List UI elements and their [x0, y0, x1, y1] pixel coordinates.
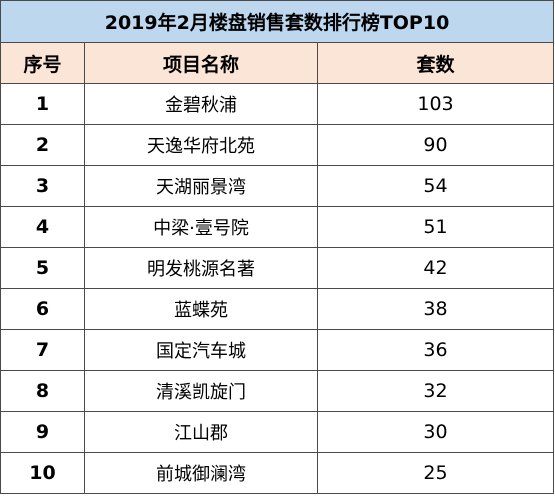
- project-cell: 中梁·壹号院: [84, 205, 318, 248]
- sets-cell: 38: [316, 287, 555, 330]
- project-cell: 前城御澜湾: [84, 451, 318, 495]
- table-row: 6 蓝蝶苑 38: [0, 287, 555, 330]
- project-cell: 金碧秋浦: [84, 83, 318, 125]
- rank-cell: 3: [0, 164, 85, 207]
- rank-cell: 1: [0, 83, 85, 125]
- rank-cell: 4: [0, 205, 85, 248]
- project-cell: 江山郡: [84, 410, 318, 453]
- table-row: 9 江山郡 30: [0, 410, 555, 453]
- sets-cell: 25: [316, 451, 555, 495]
- sets-cell: 51: [316, 205, 555, 248]
- table-row: 8 清溪凯旋门 32: [0, 369, 555, 412]
- table-row: 7 国定汽车城 36: [0, 328, 555, 371]
- sets-cell: 103: [316, 83, 555, 125]
- header-sets: 套数: [316, 42, 555, 84]
- sets-cell: 36: [316, 328, 555, 371]
- table-row: 10 前城御澜湾 25: [0, 451, 555, 495]
- header-rank: 序号: [0, 42, 85, 84]
- project-cell: 天湖丽景湾: [84, 164, 318, 207]
- rank-cell: 6: [0, 287, 85, 330]
- sets-cell: 54: [316, 164, 555, 207]
- sets-cell: 30: [316, 410, 555, 453]
- rank-cell: 10: [0, 451, 85, 495]
- header-row: 序号 项目名称 套数: [0, 42, 555, 84]
- rank-cell: 5: [0, 246, 85, 289]
- project-cell: 天逸华府北苑: [84, 123, 318, 166]
- project-cell: 国定汽车城: [84, 328, 318, 371]
- table-row: 5 明发桃源名著 42: [0, 246, 555, 289]
- title-row: 2019年2月楼盘销售套数排行榜TOP10: [0, 0, 555, 44]
- rank-cell: 7: [0, 328, 85, 371]
- sets-cell: 32: [316, 369, 555, 412]
- header-project: 项目名称: [84, 42, 318, 84]
- rank-cell: 9: [0, 410, 85, 453]
- rank-cell: 8: [0, 369, 85, 412]
- table-row: 2 天逸华府北苑 90: [0, 123, 555, 166]
- sets-cell: 42: [316, 246, 555, 289]
- table-row: 3 天湖丽景湾 54: [0, 164, 555, 207]
- project-cell: 明发桃源名著: [84, 246, 318, 289]
- table-row: 1 金碧秋浦 103: [0, 83, 555, 125]
- rank-cell: 2: [0, 123, 85, 166]
- table-row: 4 中梁·壹号院 51: [0, 205, 555, 248]
- project-cell: 清溪凯旋门: [84, 369, 318, 412]
- sets-cell: 90: [316, 123, 555, 166]
- project-cell: 蓝蝶苑: [84, 287, 318, 330]
- table-title: 2019年2月楼盘销售套数排行榜TOP10: [0, 0, 555, 44]
